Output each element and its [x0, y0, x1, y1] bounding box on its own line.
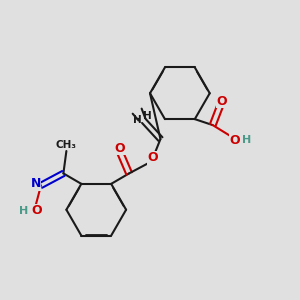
- Text: H: H: [19, 206, 28, 216]
- Text: O: O: [31, 204, 42, 217]
- Text: CH₃: CH₃: [56, 140, 77, 150]
- Text: O: O: [216, 95, 227, 108]
- Text: O: O: [148, 152, 158, 164]
- Text: N: N: [30, 177, 41, 190]
- Text: O: O: [115, 142, 125, 154]
- Text: H: H: [133, 115, 142, 125]
- Text: H: H: [142, 111, 152, 121]
- Text: H: H: [242, 135, 252, 145]
- Text: O: O: [229, 134, 240, 146]
